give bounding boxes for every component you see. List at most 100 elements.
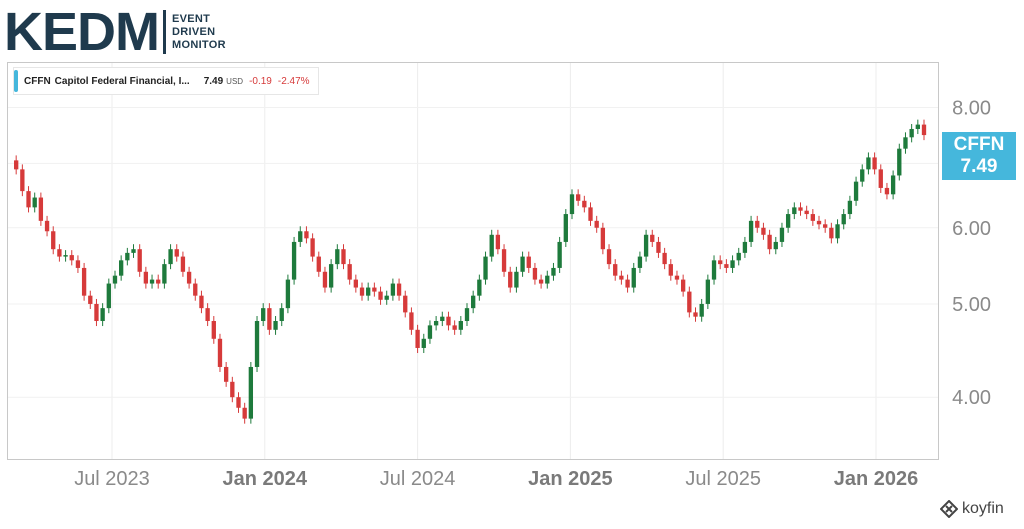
candle-body bbox=[26, 191, 31, 208]
koyfin-brand[interactable]: koyfin bbox=[940, 500, 1004, 518]
candle-body bbox=[81, 267, 87, 296]
candle-body bbox=[106, 283, 111, 309]
candle-body bbox=[261, 308, 266, 322]
candle-body bbox=[100, 308, 105, 322]
candle-body bbox=[755, 220, 760, 228]
chart-frame bbox=[7, 62, 939, 460]
candle-body bbox=[687, 291, 692, 313]
legend-ticker: CFFN bbox=[24, 75, 51, 87]
candle-body bbox=[711, 260, 717, 280]
candle-body bbox=[909, 128, 914, 138]
candle-body bbox=[816, 220, 822, 225]
y-tick-label: 6.00 bbox=[952, 218, 991, 240]
candle-body bbox=[501, 249, 507, 272]
candle-body bbox=[44, 220, 50, 232]
candle-body bbox=[112, 275, 118, 284]
candle-body bbox=[433, 321, 439, 326]
candle-body bbox=[890, 175, 896, 195]
x-tick-label: Jan 2025 bbox=[528, 468, 613, 490]
candle-body bbox=[705, 279, 711, 304]
candle-body bbox=[328, 264, 334, 288]
candle-body bbox=[477, 279, 482, 296]
candle-body bbox=[866, 157, 871, 170]
candle-body bbox=[594, 220, 599, 228]
candle-body bbox=[860, 169, 865, 182]
candle-body bbox=[699, 303, 704, 317]
candle-body bbox=[94, 303, 99, 322]
candle-body bbox=[390, 283, 396, 296]
logo-line-1: EVENT bbox=[172, 12, 211, 25]
candle-body bbox=[335, 249, 340, 265]
chart-legend[interactable]: CFFN Capitol Federal Financial, I... 7.4… bbox=[13, 67, 319, 95]
candle-body bbox=[51, 231, 56, 250]
candle-body bbox=[576, 194, 581, 201]
candle-body bbox=[829, 227, 834, 239]
candle-body bbox=[223, 366, 229, 382]
x-tick-label: Jan 2024 bbox=[223, 468, 308, 490]
x-tick-label: Jan 2026 bbox=[834, 468, 919, 490]
candle-body bbox=[69, 255, 74, 261]
candle-body bbox=[736, 252, 741, 261]
candle-body bbox=[674, 275, 680, 280]
candle-body bbox=[637, 256, 643, 268]
candle-body bbox=[545, 275, 550, 284]
candle-body bbox=[32, 197, 37, 208]
candle-body bbox=[804, 210, 809, 215]
candle-body bbox=[230, 381, 235, 398]
candle-body bbox=[415, 329, 420, 348]
price-tag-price: 7.49 bbox=[960, 156, 998, 177]
candle-body bbox=[878, 169, 883, 188]
candle-body bbox=[119, 260, 124, 276]
candle-body bbox=[316, 256, 321, 272]
candle-body bbox=[557, 241, 562, 268]
legend-currency: USD bbox=[226, 76, 244, 86]
candle-body bbox=[748, 220, 754, 242]
candle-body bbox=[205, 308, 210, 322]
candle-body bbox=[310, 238, 315, 257]
price-tag-ticker: CFFN bbox=[953, 134, 1005, 155]
candle-body bbox=[656, 241, 661, 253]
candle-body bbox=[489, 234, 494, 257]
x-tick-label: Jul 2025 bbox=[685, 468, 761, 490]
candle-body bbox=[193, 283, 198, 296]
candle-body bbox=[569, 194, 575, 215]
candle-body bbox=[792, 207, 797, 215]
candle-body bbox=[588, 207, 593, 221]
candle-body bbox=[291, 241, 297, 280]
candle-body bbox=[14, 160, 19, 170]
candle-body bbox=[582, 200, 587, 208]
koyfin-wordmark: koyfin bbox=[962, 500, 1004, 517]
logo-wordmark: KEDM bbox=[4, 2, 160, 62]
y-tick-label: 5.00 bbox=[952, 294, 991, 316]
candle-body bbox=[298, 231, 303, 242]
candle-body bbox=[520, 256, 525, 272]
candle-body bbox=[495, 234, 501, 250]
candle-body bbox=[285, 279, 291, 309]
candle-body bbox=[75, 260, 81, 268]
candle-body bbox=[347, 264, 352, 280]
candle-body bbox=[254, 321, 260, 367]
candle-body bbox=[63, 255, 68, 257]
candle-body bbox=[384, 295, 389, 300]
candle-body bbox=[149, 279, 155, 284]
candle-body bbox=[897, 148, 902, 176]
candle-body bbox=[742, 241, 748, 253]
last-price-tag: CFFN 7.49 bbox=[942, 132, 1016, 180]
candle-body bbox=[798, 207, 803, 211]
legend-change-percent: -2.47% bbox=[277, 75, 310, 87]
x-tick-label: Jul 2024 bbox=[380, 468, 456, 490]
candle-body bbox=[366, 287, 371, 296]
candle-body bbox=[921, 124, 927, 136]
legend-company-name: Capitol Federal Financial, I... bbox=[54, 75, 190, 87]
candle-body bbox=[162, 264, 167, 284]
y-tick-label: 8.00 bbox=[952, 98, 991, 120]
candle-body bbox=[718, 260, 723, 265]
candle-body bbox=[236, 397, 241, 408]
candle-body bbox=[779, 227, 785, 242]
candle-body bbox=[514, 271, 519, 288]
legend-swatch bbox=[14, 70, 18, 92]
candle-body bbox=[483, 256, 488, 280]
candle-body bbox=[643, 234, 649, 257]
candle-body bbox=[248, 366, 254, 419]
